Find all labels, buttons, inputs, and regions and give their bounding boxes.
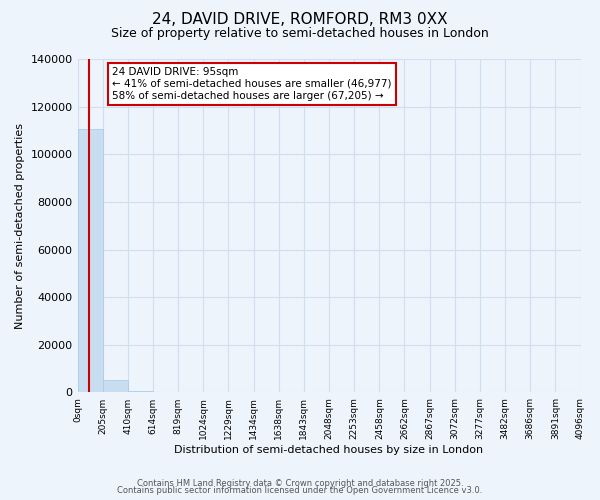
Text: Contains public sector information licensed under the Open Government Licence v3: Contains public sector information licen… xyxy=(118,486,482,495)
Y-axis label: Number of semi-detached properties: Number of semi-detached properties xyxy=(15,122,25,328)
Text: 24 DAVID DRIVE: 95sqm
← 41% of semi-detached houses are smaller (46,977)
58% of : 24 DAVID DRIVE: 95sqm ← 41% of semi-deta… xyxy=(112,68,391,100)
Bar xyxy=(103,380,128,392)
Text: Size of property relative to semi-detached houses in London: Size of property relative to semi-detach… xyxy=(111,28,489,40)
Text: 24, DAVID DRIVE, ROMFORD, RM3 0XX: 24, DAVID DRIVE, ROMFORD, RM3 0XX xyxy=(152,12,448,28)
Text: Contains HM Land Registry data © Crown copyright and database right 2025.: Contains HM Land Registry data © Crown c… xyxy=(137,478,463,488)
Bar xyxy=(77,130,103,392)
X-axis label: Distribution of semi-detached houses by size in London: Distribution of semi-detached houses by … xyxy=(175,445,484,455)
